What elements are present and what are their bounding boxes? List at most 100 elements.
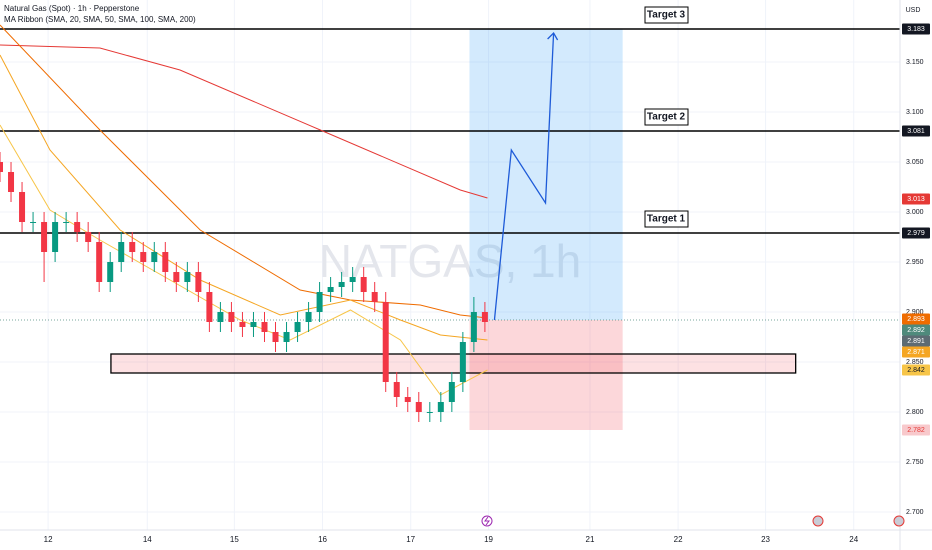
- candle-body: [283, 332, 290, 342]
- candle-body: [327, 287, 334, 292]
- y-tick-label: 3.050: [906, 159, 924, 166]
- y-tick-label: 2.950: [906, 259, 924, 266]
- candle-body: [272, 332, 279, 342]
- candle-body: [184, 272, 191, 282]
- y-tick-label: 2.900: [906, 309, 924, 316]
- candle-body: [448, 382, 455, 402]
- candle-body: [305, 312, 312, 322]
- price-label: [902, 346, 930, 358]
- target-label: Target 1: [644, 210, 689, 228]
- price-label: [902, 227, 930, 239]
- target-label-box: [644, 210, 689, 228]
- moving-average: [0, 44, 488, 199]
- price-label-text: 2.871: [907, 349, 925, 356]
- price-label: [902, 424, 930, 436]
- y-tick-label: 2.750: [906, 459, 924, 466]
- candle-body: [228, 312, 235, 322]
- candle-body: [129, 242, 136, 252]
- profit-area: [469, 29, 623, 320]
- y-tick-label: 3.100: [906, 109, 924, 116]
- candle-body: [338, 282, 345, 287]
- price-label: [902, 193, 930, 205]
- projection-arrow: [493, 32, 555, 321]
- candle-body: [41, 222, 48, 252]
- candle-body: [19, 192, 26, 222]
- target-label-box: [644, 6, 689, 24]
- x-tick-label: 17: [406, 535, 415, 544]
- candle-body: [382, 302, 389, 382]
- x-tick-label: 12: [44, 535, 53, 544]
- candle-body: [393, 382, 400, 397]
- currency: USD: [906, 7, 921, 14]
- candle-body: [151, 252, 158, 262]
- candle-body: [107, 262, 114, 282]
- candle-body: [30, 222, 37, 223]
- candle-body: [96, 242, 103, 282]
- candle-body: [415, 402, 422, 412]
- price-label-text: 3.081: [907, 128, 925, 135]
- candle-body: [63, 222, 70, 223]
- candle-body: [261, 322, 268, 332]
- target-label: Target 2: [644, 108, 689, 126]
- y-tick-label: 3.150: [906, 59, 924, 66]
- price-label: [902, 324, 930, 336]
- candle-body: [349, 277, 356, 282]
- candle-body: [481, 312, 488, 322]
- candle-body: [250, 322, 257, 327]
- candle-body: [239, 322, 246, 327]
- arrow-head: [547, 31, 559, 41]
- candle-body: [217, 312, 224, 322]
- candle-body: [316, 292, 323, 312]
- target-label-text: Target 1: [647, 214, 686, 225]
- target-label-text: Target 2: [647, 112, 686, 123]
- price-label: [902, 364, 930, 376]
- candle-body: [371, 292, 378, 302]
- price-label-text: 3.013: [907, 196, 925, 203]
- candle-body: [0, 162, 3, 172]
- candle-body: [8, 172, 15, 192]
- candle-body: [360, 277, 367, 292]
- event-flag[interactable]: [812, 515, 824, 527]
- target-label-text: Target 3: [647, 10, 686, 21]
- candle-body: [52, 222, 59, 252]
- price-label: [902, 313, 930, 325]
- event-bolt: [484, 516, 490, 526]
- candle-body: [173, 272, 180, 282]
- price-label: [902, 23, 930, 35]
- x-tick-label: 19: [484, 535, 493, 544]
- price-label-text: 3.183: [907, 26, 925, 33]
- candle-body: [195, 272, 202, 292]
- event-flag[interactable]: [893, 515, 905, 527]
- price-label: [902, 125, 930, 137]
- candle-body: [74, 222, 81, 232]
- candle-body: [470, 312, 477, 342]
- x-tick-label: 16: [318, 535, 327, 544]
- chart-title: Natural Gas (Spot) · 1h · Pepperstone: [4, 4, 140, 13]
- y-tick-label: 2.700: [906, 509, 924, 516]
- price-label-text: 2.891: [907, 338, 925, 345]
- stop-area: [469, 320, 623, 430]
- x-tick-label: 15: [230, 535, 239, 544]
- candle-body: [85, 232, 92, 242]
- candle-body: [404, 397, 411, 402]
- candle-body: [206, 292, 213, 322]
- candle-body: [294, 322, 301, 332]
- price-label-text: 2.842: [907, 367, 925, 374]
- price-label-text: 2.979: [907, 230, 925, 237]
- candle-body: [118, 242, 125, 262]
- grid: [0, 0, 900, 530]
- price-label-text: 2.782: [907, 427, 925, 434]
- y-tick-label: 3.000: [906, 209, 924, 216]
- candle-body: [437, 402, 444, 412]
- moving-average: [0, 24, 488, 319]
- x-tick-label: 23: [761, 535, 770, 544]
- candle-body: [140, 252, 147, 262]
- demand-zone: [110, 353, 797, 374]
- y-tick-label: 2.800: [906, 409, 924, 416]
- x-tick-label: 24: [849, 535, 858, 544]
- candle-body: [459, 342, 466, 382]
- x-tick-label: 22: [674, 535, 683, 544]
